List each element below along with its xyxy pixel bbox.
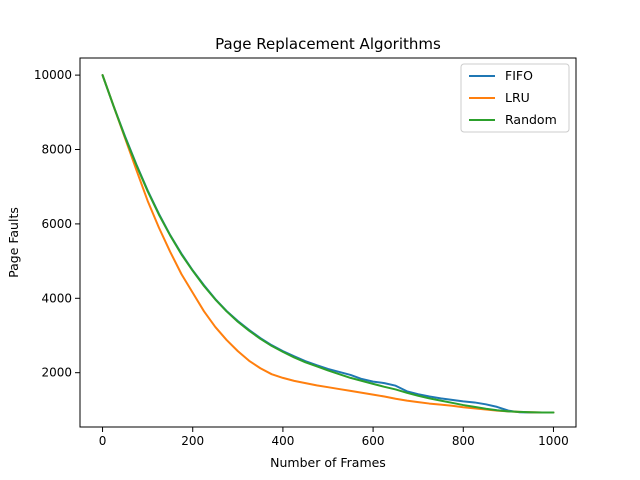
legend: FIFO LRU Random xyxy=(460,63,570,133)
x-tick-label: 1000 xyxy=(538,434,569,448)
plot-layer: 0 200 400 600 800 1000 2000 4000 6000 8000 10000 xyxy=(34,57,577,448)
x-tick-label: 800 xyxy=(452,434,475,448)
x-tick-label: 200 xyxy=(181,434,204,448)
y-tick-label: 10000 xyxy=(34,68,72,82)
series-group xyxy=(101,74,555,414)
x-axis-label: Number of Frames xyxy=(270,455,386,470)
y-tick-label: 8000 xyxy=(41,143,72,157)
series-line-lru xyxy=(101,74,555,414)
legend-box xyxy=(460,63,570,133)
x-tick-label: 600 xyxy=(362,434,385,448)
x-tick-label: 400 xyxy=(271,434,294,448)
legend-label-fifo: FIFO xyxy=(505,68,533,83)
series-line-random xyxy=(101,74,555,414)
x-tick-label: 0 xyxy=(99,434,107,448)
y-tick-label: 4000 xyxy=(41,291,72,305)
legend-label-random: Random xyxy=(505,112,557,127)
y-axis-label: Page Faults xyxy=(6,207,21,278)
y-tick-label: 6000 xyxy=(41,217,72,231)
legend-label-lru: LRU xyxy=(505,90,530,105)
chart-title: Page Replacement Algorithms xyxy=(215,35,441,53)
plot-frame xyxy=(79,57,577,428)
y-tick-label: 2000 xyxy=(41,366,72,380)
